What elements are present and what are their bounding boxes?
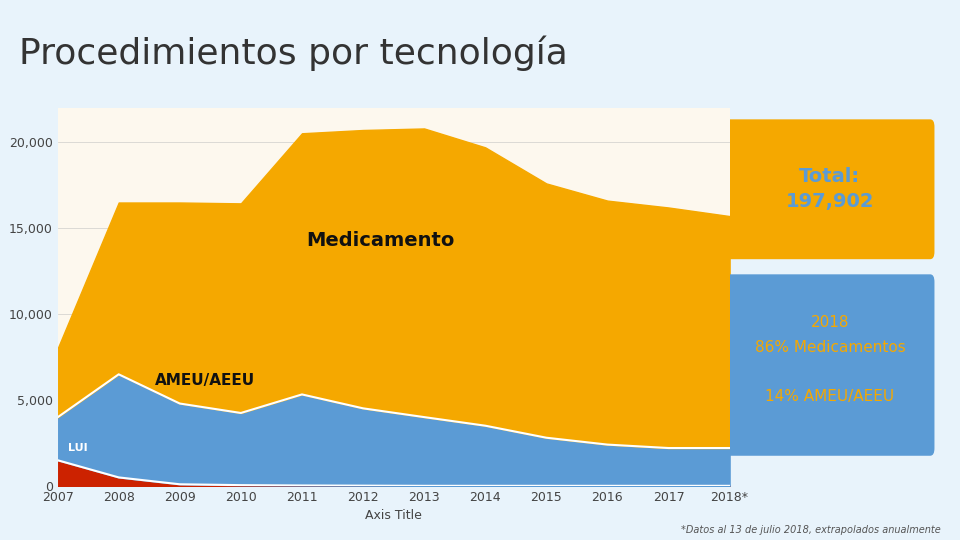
Text: 2018
86% Medicamentos

14% AMEU/AEEU: 2018 86% Medicamentos 14% AMEU/AEEU <box>755 315 905 404</box>
Text: Procedimientos por tecnología: Procedimientos por tecnología <box>19 36 568 71</box>
FancyBboxPatch shape <box>726 274 934 456</box>
Text: *Datos al 13 de julio 2018, extrapolados anualmente: *Datos al 13 de julio 2018, extrapolados… <box>681 524 941 535</box>
Text: LUI: LUI <box>67 443 87 453</box>
Text: Total:
197,902: Total: 197,902 <box>785 167 875 211</box>
FancyBboxPatch shape <box>726 119 934 259</box>
Text: Medicamento: Medicamento <box>306 231 454 250</box>
Text: AMEU/AEEU: AMEU/AEEU <box>156 373 255 388</box>
X-axis label: Axis Title: Axis Title <box>365 509 422 522</box>
